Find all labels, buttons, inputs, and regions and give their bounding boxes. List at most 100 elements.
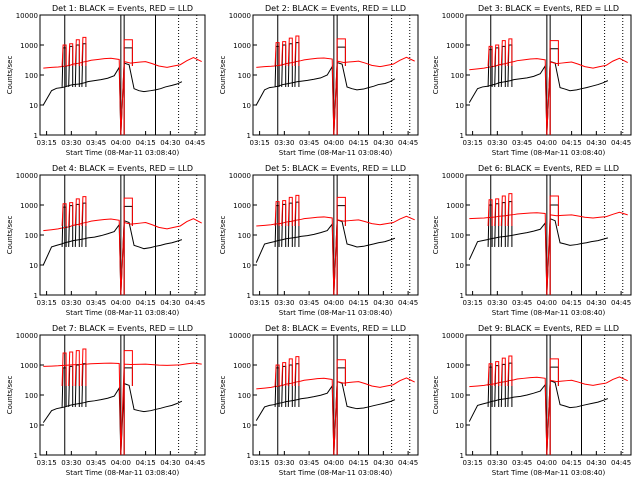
x-tick-label: 03:30	[61, 139, 81, 147]
y-tick-label: 10	[242, 262, 251, 270]
y-tick-label: 10	[242, 102, 251, 110]
lld-plateau	[336, 196, 346, 295]
y-tick-label: 10000	[16, 12, 38, 20]
lld-spike	[281, 41, 287, 66]
lld-series-line	[469, 211, 628, 296]
events-series-line	[42, 219, 183, 296]
x-tick-label: 04:30	[586, 139, 606, 147]
events-spike	[281, 365, 287, 407]
detector-panel-2: Det 2: BLACK = Events, RED = LLD 1 10 100 10…	[219, 4, 419, 157]
x-tick-label: 03:15	[250, 139, 270, 147]
detector-panel-6: Det 6: BLACK = Events, RED = LLD 1 10 100 10…	[432, 164, 632, 317]
x-tick-label: 03:30	[61, 459, 81, 467]
events-spike	[494, 365, 500, 407]
lld-spike	[507, 38, 513, 66]
events-spike	[61, 367, 67, 407]
events-series-line	[255, 61, 396, 136]
lld-plateau	[549, 358, 559, 455]
x-tick-label: 04:45	[398, 299, 418, 307]
lld-series-line	[43, 362, 202, 456]
x-tick-label: 03:45	[86, 459, 106, 467]
y-tick-label: 1000	[233, 202, 251, 210]
x-tick-label: 03:15	[463, 459, 483, 467]
events-plateau	[336, 46, 346, 135]
chart-title: Det 3: BLACK = Events, RED = LLD	[478, 4, 619, 13]
y-tick-label: 1000	[446, 42, 464, 50]
lld-spike	[81, 348, 87, 386]
events-spike	[274, 45, 280, 87]
y-tick-label: 100	[238, 392, 251, 400]
x-axis-label: Start Time (08-Mar-11 03:08:40)	[492, 149, 606, 157]
events-plateau	[336, 205, 346, 295]
lld-spike	[287, 37, 293, 66]
y-tick-label: 10	[455, 422, 464, 430]
events-spike	[68, 205, 74, 247]
events-spike	[494, 47, 500, 87]
y-tick-label: 1	[460, 292, 464, 300]
x-tick-label: 03:30	[487, 139, 507, 147]
lld-plateau	[549, 195, 559, 295]
x-tick-label: 04:30	[586, 299, 606, 307]
y-tick-label: 10	[455, 262, 464, 270]
lld-series-line	[43, 218, 202, 296]
x-tick-label: 04:15	[349, 299, 369, 307]
x-tick-label: 03:45	[299, 459, 319, 467]
x-tick-label: 04:00	[111, 299, 131, 307]
events-series-line	[42, 382, 183, 456]
y-tick-label: 1	[247, 292, 251, 300]
y-tick-label: 10000	[229, 332, 251, 340]
events-plateau	[123, 367, 133, 455]
chart-title: Det 7: BLACK = Events, RED = LLD	[52, 324, 193, 333]
y-tick-label: 10000	[229, 12, 251, 20]
x-tick-label: 04:15	[136, 299, 156, 307]
y-tick-label: 1	[34, 132, 38, 140]
y-tick-label: 100	[238, 72, 251, 80]
lld-spike	[494, 44, 500, 66]
x-axis-label: Start Time (08-Mar-11 03:08:40)	[66, 469, 180, 477]
y-tick-label: 100	[451, 392, 464, 400]
lld-spike	[274, 42, 280, 66]
y-tick-label: 10000	[442, 172, 464, 180]
events-spike	[68, 45, 74, 87]
y-tick-label: 10000	[16, 172, 38, 180]
x-tick-label: 04:15	[349, 459, 369, 467]
lld-spike	[74, 198, 80, 226]
lld-plateau	[123, 350, 133, 455]
events-spike	[274, 367, 280, 407]
x-tick-label: 03:15	[463, 139, 483, 147]
lld-plateau	[336, 359, 346, 455]
lld-spike	[487, 199, 493, 226]
detector-panel-8: Det 8: BLACK = Events, RED = LLD 1 10 100 10…	[219, 324, 419, 477]
lld-spike	[281, 362, 287, 386]
lld-series-line	[256, 215, 415, 296]
chart-title: Det 9: BLACK = Events, RED = LLD	[478, 324, 619, 333]
y-tick-label: 100	[451, 72, 464, 80]
y-tick-label: 1000	[446, 202, 464, 210]
x-tick-label: 04:00	[537, 459, 557, 467]
y-tick-label: 10	[29, 102, 38, 110]
y-axis-label: Counts/sec	[432, 56, 440, 95]
y-tick-label: 1	[247, 452, 251, 460]
x-tick-label: 04:00	[537, 139, 557, 147]
x-tick-label: 03:15	[37, 139, 57, 147]
lld-spike	[294, 35, 300, 66]
y-tick-label: 100	[238, 232, 251, 240]
lld-spike	[68, 202, 74, 226]
y-tick-label: 10000	[442, 12, 464, 20]
x-tick-label: 04:00	[111, 139, 131, 147]
x-axis-label: Start Time (08-Mar-11 03:08:40)	[279, 469, 393, 477]
x-tick-label: 03:45	[86, 299, 106, 307]
y-tick-label: 10	[242, 422, 251, 430]
y-tick-label: 1	[34, 292, 38, 300]
y-tick-label: 10	[29, 262, 38, 270]
events-series-line	[42, 62, 183, 136]
lld-spike	[274, 201, 280, 226]
lld-spike	[494, 198, 500, 226]
x-tick-label: 04:15	[136, 139, 156, 147]
events-series-line	[255, 380, 396, 456]
x-tick-label: 03:45	[512, 299, 532, 307]
y-tick-label: 1000	[233, 362, 251, 370]
lld-spike	[274, 364, 280, 386]
events-spike	[61, 47, 67, 87]
y-axis-label: Counts/sec	[432, 376, 440, 415]
